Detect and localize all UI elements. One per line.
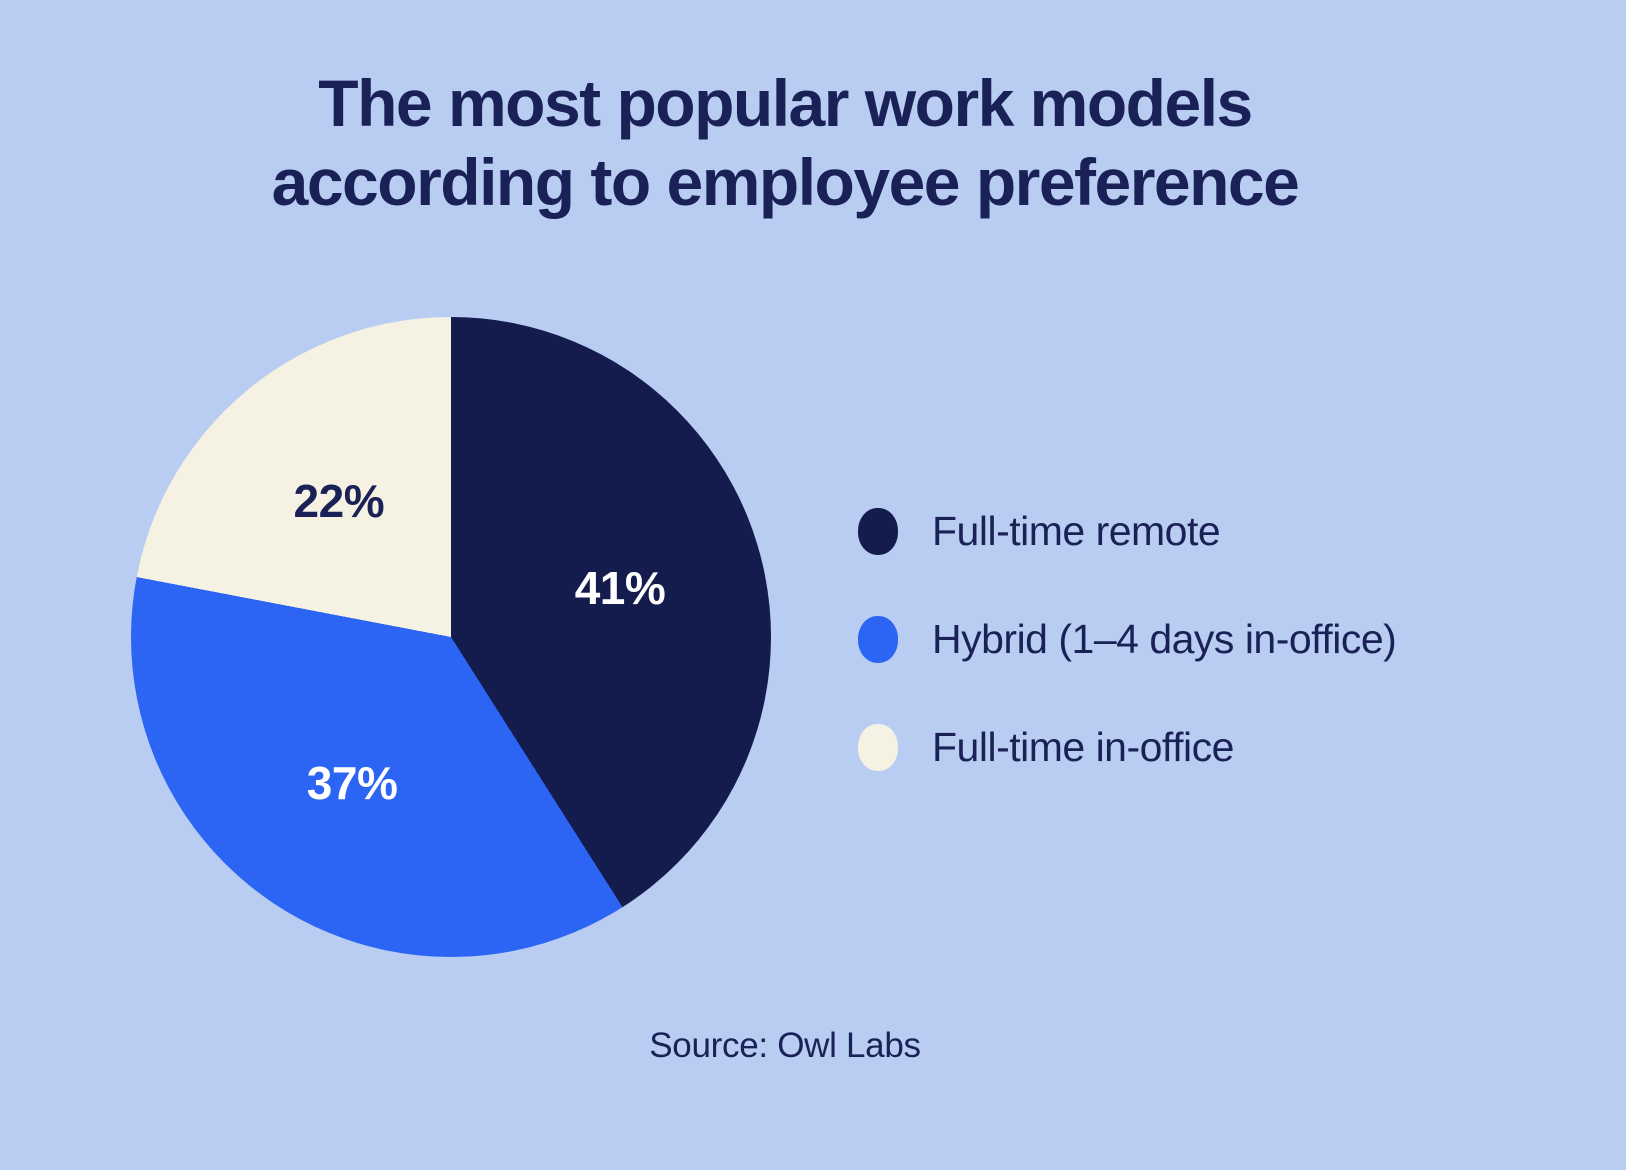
- chart-title: The most popular work models according t…: [0, 64, 1570, 222]
- legend-swatch-icon: [858, 724, 898, 771]
- pie-slice-label: 41%: [574, 561, 666, 614]
- source-caption: Source: Owl Labs: [649, 1026, 921, 1065]
- pie-slice-label: 37%: [306, 756, 398, 809]
- chart-title-line-1: The most popular work models: [318, 66, 1253, 140]
- legend-item-hybrid: Hybrid (1–4 days in-office): [858, 616, 1397, 663]
- chart-title-line-2: according to employee preference: [271, 145, 1300, 220]
- pie-slice-label: 22%: [293, 475, 385, 528]
- legend-label: Hybrid (1–4 days in-office): [932, 616, 1397, 662]
- pie-disc: [131, 317, 771, 957]
- legend: Full-time remote Hybrid (1–4 days in-off…: [858, 508, 1397, 771]
- legend-swatch-icon: [858, 616, 898, 663]
- legend-label: Full-time in-office: [932, 724, 1234, 770]
- legend-item-full-time-in-office: Full-time in-office: [858, 724, 1396, 771]
- legend-item-full-time-remote: Full-time remote: [858, 508, 1396, 555]
- legend-label: Full-time remote: [932, 508, 1221, 554]
- legend-swatch-icon: [858, 508, 898, 555]
- pie-chart: 41% 37% 22%: [131, 317, 771, 957]
